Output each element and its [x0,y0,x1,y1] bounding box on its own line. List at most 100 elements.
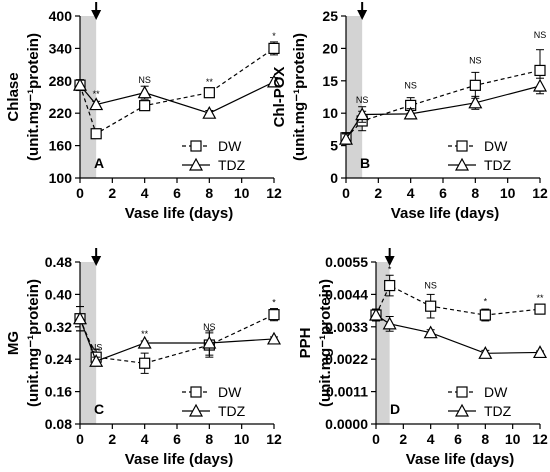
series-line [375,314,541,354]
panel-letter: C [94,401,104,417]
legend-item-tdz: TDZ [448,403,512,419]
data-point [478,346,493,359]
series-line [79,318,275,362]
x-axis-label: Vase life (days) [406,451,514,468]
series-line [375,284,541,316]
y-tick-label: 0.16 [45,384,72,400]
data-point [137,85,152,99]
y-axis-label: PPH [297,328,314,359]
shaded-region [80,262,97,424]
treatment-arrow-head-icon [357,10,368,20]
y-axis-label: MG [5,331,22,355]
series-dw [74,41,280,140]
significance-label: ** [206,77,214,87]
data-point [202,335,217,349]
y-tick-label: 0.0022 [325,351,368,367]
y-tick-label: 0.0033 [325,319,368,335]
panel-letter: D [390,401,400,417]
y-tick-label: 5 [330,138,338,154]
chart-panel-c: 0 2 4 6 8 10 12 0.08 0.16 0.24 0.32 0.40 0.48 Vase li… [5,248,282,468]
significance-label: NS [203,322,216,332]
x-tick-label: 2 [374,185,382,201]
x-tick-label: 0 [342,185,350,201]
data-point [534,64,546,77]
x-tick-label: 2 [108,185,116,201]
data-point [468,95,483,109]
x-tick-label: 4 [407,185,415,201]
y-tick-label: 25 [322,8,338,24]
treatment-arrow-head-icon [91,10,102,20]
y-axis-unit-label: (unit.mg⁻¹protein) [25,279,42,407]
legend-item-dw: DW [448,384,508,400]
y-axis-unit-label: (unit.mg⁻¹protein) [317,279,334,407]
y-tick-label: 100 [49,170,73,186]
legend-label: DW [218,138,242,154]
x-tick-label: 8 [471,185,479,201]
y-tick-label: 220 [49,105,73,121]
significance-label: NS [138,75,151,85]
data-point [268,42,280,55]
y-tick-label: 0 [330,170,338,186]
y-tick-label: 0.08 [45,416,72,432]
data-point [266,331,282,345]
legend-marker [188,157,204,171]
legend-label: TDZ [218,157,246,173]
legend-marker [190,140,202,152]
y-tick-label: 340 [49,40,73,56]
x-tick-label: 4 [141,431,149,447]
data-point [532,345,548,359]
x-tick-label: 10 [505,431,521,447]
treatment-arrow-head-icon [91,256,102,266]
y-tick-label: 400 [49,8,73,24]
x-tick-label: 10 [234,185,250,201]
significance-label: NS [469,55,482,65]
series-line [345,85,541,140]
data-point [89,97,104,111]
data-point [202,105,217,119]
x-tick-label: 8 [481,431,489,447]
data-point [423,325,438,339]
y-tick-label: 20 [322,40,338,56]
x-tick-label: 4 [427,431,435,447]
significance-label: NS [534,30,547,40]
significance-label: * [272,298,276,308]
y-axis-label: Chl-POX [271,67,288,128]
legend-item-dw: DW [182,384,242,400]
series-dw [340,49,546,144]
significance-label: * [484,297,488,307]
y-tick-label: 0.48 [45,254,72,270]
significance-label: NS [404,81,417,91]
series-tdz [72,74,282,119]
x-tick-label: 8 [205,431,213,447]
legend-label: TDZ [484,403,512,419]
data-point [425,300,437,312]
x-tick-label: 12 [266,185,282,201]
x-axis-label: Vase life (days) [125,451,233,468]
legend-item-tdz: TDZ [182,157,246,173]
chart-panel-b: 0 2 4 6 8 10 12 0 5 10 15 20 25 Vase life (days) Chl-P… [271,2,548,222]
x-tick-label: 8 [205,185,213,201]
treatment-arrow-head-icon [384,256,395,266]
legend-label: DW [484,384,508,400]
legend-label: DW [484,138,508,154]
x-axis-label: Vase life (days) [391,205,499,222]
legend-label: DW [218,384,242,400]
x-tick-label: 6 [173,185,181,201]
data-point [90,128,102,140]
significance-label: NS [356,95,369,105]
significance-label: NS [90,342,103,352]
data-point [203,87,215,99]
legend-item-dw: DW [182,138,242,154]
significance-label: * [388,264,392,274]
data-point [384,279,396,292]
x-tick-label: 0 [372,431,380,447]
y-tick-label: 160 [49,138,73,154]
legend-marker [456,386,468,398]
data-point [532,78,548,92]
y-tick-label: 10 [322,105,338,121]
panel-letter: A [94,155,104,171]
y-axis-label: Chlase [5,72,22,121]
series-dw [370,274,546,322]
x-tick-label: 2 [108,431,116,447]
